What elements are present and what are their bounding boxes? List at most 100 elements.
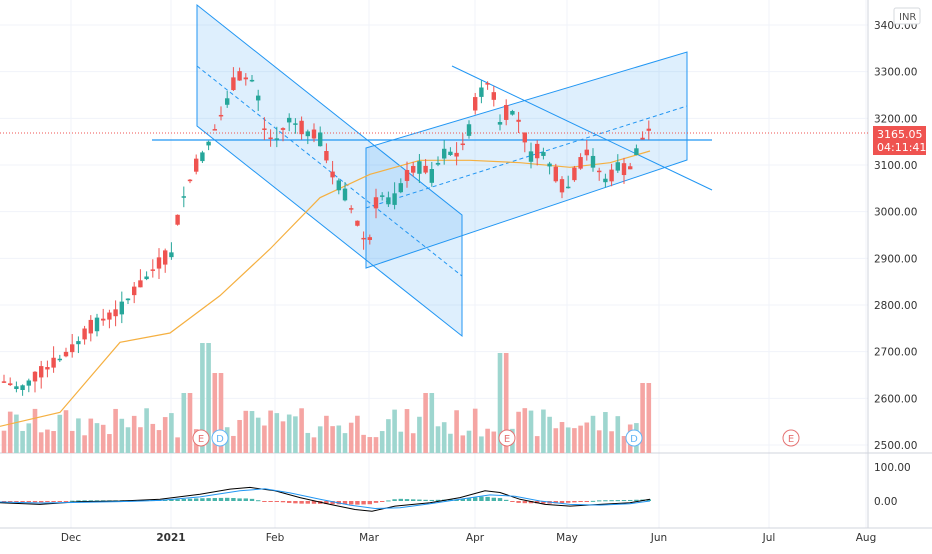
macd-histogram-bar	[367, 501, 372, 505]
ascending-channel-midline	[365, 105, 688, 209]
macd-histogram-bar	[386, 500, 391, 502]
volume-bar	[206, 343, 211, 453]
macd-histogram-bar	[63, 501, 69, 502]
candle-body	[181, 196, 186, 198]
ascending-channel[interactable]	[365, 51, 688, 269]
macd-histogram-bar	[330, 501, 335, 505]
macd-histogram-bar	[249, 498, 255, 501]
candle-body	[63, 351, 69, 357]
candle-body	[572, 167, 577, 181]
macd-histogram-bar	[522, 501, 527, 504]
macd-tick-label: 100.00	[874, 462, 911, 474]
earnings-marker[interactable]: E	[192, 429, 210, 447]
macd-histogram-bar	[597, 500, 602, 502]
time-tick-label: Mar	[359, 532, 379, 544]
event-marker-label: E	[504, 434, 510, 445]
volume-bar	[596, 430, 602, 453]
volume-bar	[45, 429, 50, 453]
volume-bar	[187, 393, 193, 453]
candle-body	[70, 344, 75, 353]
macd-histogram-bar	[218, 497, 224, 501]
macd-tick-label: 0.00	[874, 496, 897, 508]
macd-histogram-bar	[491, 497, 496, 501]
macd-histogram-bar	[14, 501, 19, 502]
candle-body	[541, 152, 546, 156]
price-tag: 3165.05 04:11:41	[873, 126, 926, 155]
macd-histogram-bar	[70, 500, 75, 502]
volume-bar	[212, 373, 218, 453]
candle-body	[39, 366, 44, 378]
candle-body	[218, 114, 224, 117]
macd-line	[0, 486, 651, 512]
volume-bar	[100, 424, 106, 453]
time-tick-label: Feb	[266, 532, 285, 544]
volume-bar	[14, 414, 19, 453]
price-tag-bg	[873, 126, 926, 155]
candle-body	[621, 163, 627, 176]
macd-histogram-bar	[473, 497, 478, 501]
candle-body	[615, 162, 620, 171]
candle-body	[584, 149, 589, 156]
dividend-marker[interactable]: D	[625, 429, 643, 447]
candle-body	[51, 357, 56, 368]
candle-body	[628, 166, 633, 170]
trend-line[interactable]	[451, 65, 713, 191]
volume-bar	[559, 422, 565, 453]
macd-histogram-bar	[398, 498, 403, 501]
macd-histogram-bar	[504, 499, 509, 501]
macd-histogram-bar	[225, 497, 230, 501]
macd-histogram-bar	[256, 500, 261, 502]
macd-histogram-bar	[423, 499, 428, 501]
macd-histogram-bar	[262, 501, 267, 502]
time-tick-label: 2021	[156, 532, 185, 544]
candle-body	[473, 97, 478, 111]
event-marker-label: D	[630, 434, 638, 445]
currency-badge[interactable]: INR	[893, 7, 921, 25]
dividend-marker[interactable]: D	[211, 429, 229, 447]
candle-body	[497, 122, 503, 125]
candle-body	[355, 220, 360, 226]
currency-badge-bg	[893, 7, 921, 25]
volume-bar	[150, 423, 156, 453]
price-axis[interactable]: 2500.00 2600.00 2700.00 2800.00 2900.00 3000.…	[874, 20, 917, 508]
macd-histogram-bar	[435, 499, 441, 501]
volume-bar	[503, 353, 509, 453]
macd-histogram-bar	[572, 501, 577, 503]
volume-bar	[88, 418, 94, 453]
candle-body	[169, 252, 174, 258]
volume-bar	[231, 435, 236, 453]
volume-bar	[274, 413, 280, 453]
macd-histogram-bar	[8, 501, 13, 502]
macd-histogram-bar	[510, 501, 515, 502]
macd-histogram-bar	[361, 501, 366, 505]
volume-bar	[286, 414, 292, 453]
time-axis[interactable]: Dec 2021 Feb Mar Apr May Jun Jul Aug	[61, 532, 876, 544]
volume-bar	[330, 426, 335, 453]
macd-histogram-bar	[584, 501, 589, 502]
price-tick-label: 3000.00	[874, 207, 917, 219]
macd-histogram-bar	[349, 501, 354, 505]
earnings-marker[interactable]: E	[782, 429, 800, 447]
candle-body	[156, 257, 162, 269]
event-marker-circle	[782, 429, 800, 447]
candle-body	[423, 165, 428, 173]
volume-bar	[26, 423, 32, 453]
candle-body	[466, 124, 472, 136]
drawings	[0, 3, 868, 338]
earnings-marker[interactable]: E	[498, 429, 516, 447]
volume-bar	[522, 408, 528, 453]
macd-histogram-bar	[516, 501, 521, 503]
macd-histogram-bar	[32, 501, 38, 503]
macd-histogram-bar	[609, 500, 614, 502]
time-tick-label: Jul	[762, 532, 776, 544]
volume-bar	[125, 427, 131, 453]
price-tag-countdown: 04:11:41	[877, 141, 926, 154]
time-tick-label: Dec	[61, 532, 82, 544]
volume-bar	[646, 383, 652, 453]
volume-bar	[51, 431, 56, 453]
candle-body	[454, 152, 459, 157]
volume-bar	[63, 410, 69, 453]
